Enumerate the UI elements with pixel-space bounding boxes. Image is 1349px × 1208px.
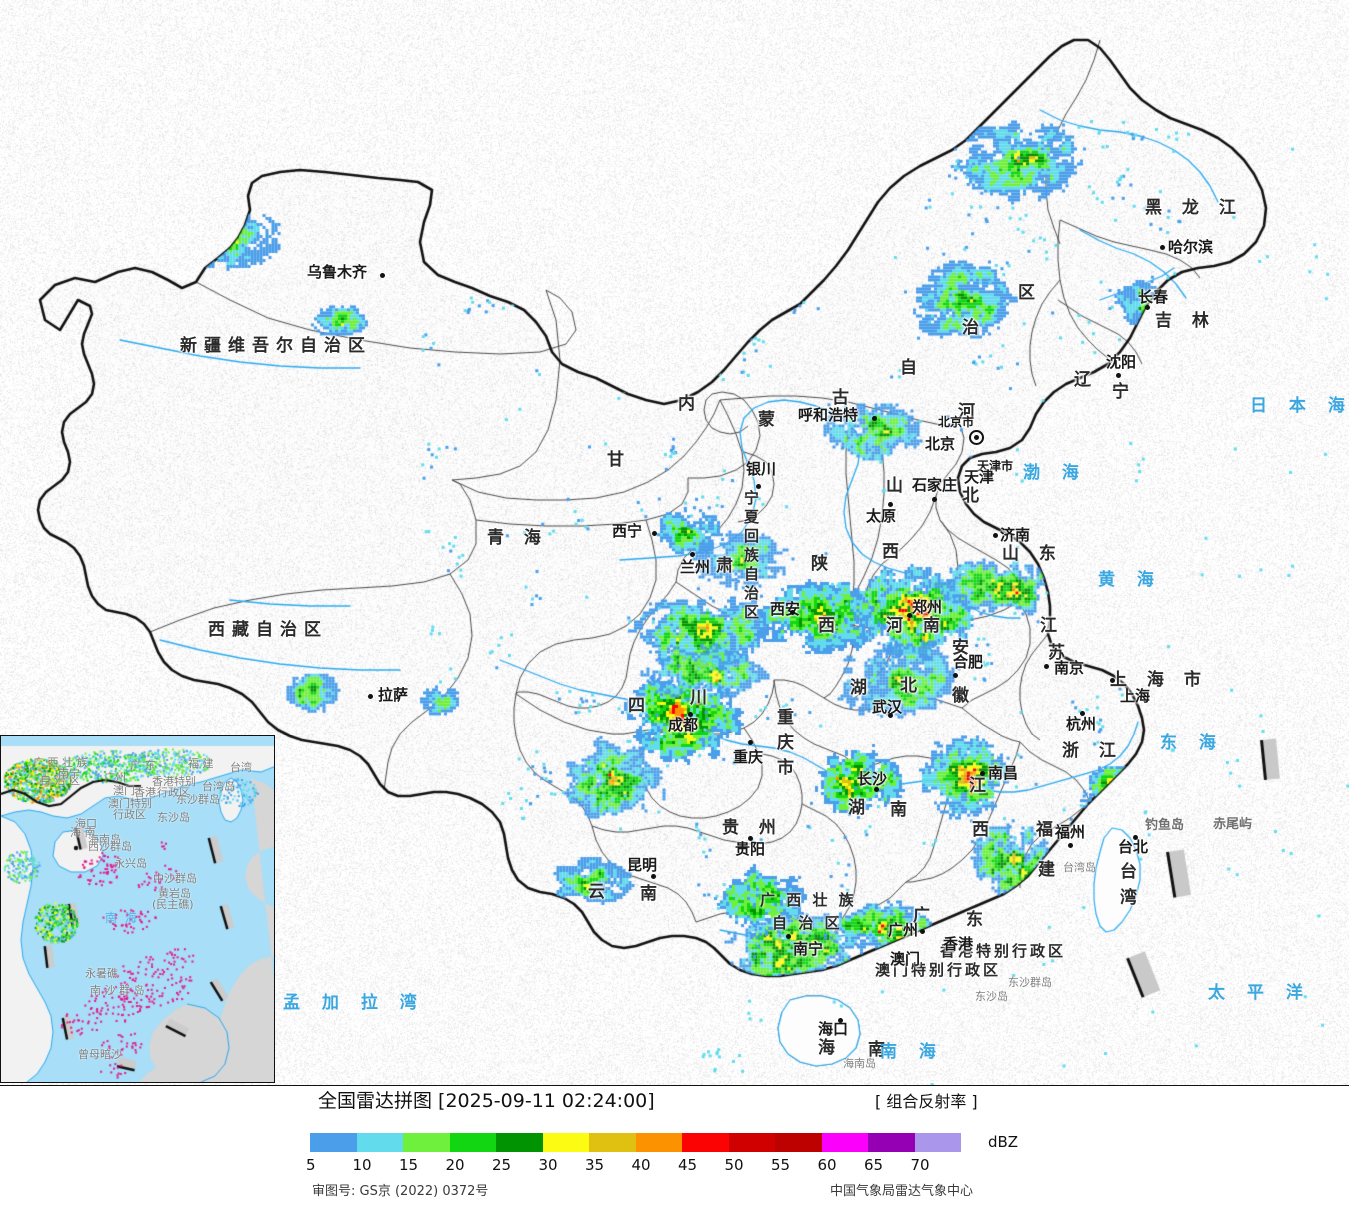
color-scale-cell-20 bbox=[450, 1133, 497, 1152]
city-marker-dot bbox=[874, 787, 879, 792]
city-marker-dot bbox=[1044, 664, 1049, 669]
city-marker-dot bbox=[1110, 678, 1115, 683]
city-marker-dot bbox=[790, 610, 795, 615]
city-marker-dot bbox=[1068, 843, 1073, 848]
city-marker-dot bbox=[920, 929, 925, 934]
color-scale-cell-45 bbox=[682, 1133, 729, 1152]
color-scale-cell-35 bbox=[589, 1133, 636, 1152]
color-scale-cell-65 bbox=[868, 1133, 915, 1152]
city-marker-dot bbox=[838, 1018, 843, 1023]
color-scale-cell-70 bbox=[915, 1133, 962, 1152]
city-marker-dot bbox=[993, 533, 998, 538]
radar-mosaic-page: 新疆维吾尔自治区 西藏自治区青 海甘肃内蒙古自治区黑 龙 江吉 林辽宁河北山西山 … bbox=[0, 0, 1349, 1208]
capital-marker-beijing bbox=[969, 430, 984, 445]
color-scale-tick-50: 50 bbox=[725, 1156, 744, 1174]
color-scale-tick-15: 15 bbox=[399, 1156, 418, 1174]
color-scale-cell-15 bbox=[403, 1133, 450, 1152]
map-approval-number: 审图号: GS京 (2022) 0372号 bbox=[312, 1180, 488, 1199]
color-scale-ticks: 5 10 15 20 25 30 35 40 45 50 55 60 65 70 bbox=[310, 1156, 1010, 1176]
inset-canvas bbox=[1, 736, 275, 1083]
city-marker-dot bbox=[888, 713, 893, 718]
color-scale-tick-65: 65 bbox=[864, 1156, 883, 1174]
city-marker-dot bbox=[651, 874, 656, 879]
city-marker-dot bbox=[748, 740, 753, 745]
city-marker-dot bbox=[690, 552, 695, 557]
city-marker-dot bbox=[688, 712, 693, 717]
city-marker-dot bbox=[907, 613, 912, 618]
city-marker-dot bbox=[1160, 245, 1165, 250]
map-area[interactable]: 新疆维吾尔自治区 西藏自治区青 海甘肃内蒙古自治区黑 龙 江吉 林辽宁河北山西山 … bbox=[0, 0, 1349, 1085]
color-scale-cell-30 bbox=[543, 1133, 590, 1152]
color-scale-tick-55: 55 bbox=[771, 1156, 790, 1174]
color-scale-cell-55 bbox=[775, 1133, 822, 1152]
color-scale-cell-10 bbox=[357, 1133, 404, 1152]
city-marker-dot bbox=[368, 694, 373, 699]
color-scale-cell-60 bbox=[822, 1133, 869, 1152]
city-marker-dot bbox=[980, 771, 985, 776]
color-scale-cell-40 bbox=[636, 1133, 683, 1152]
color-scale-cell-50 bbox=[729, 1133, 776, 1152]
color-scale-tick-40: 40 bbox=[632, 1156, 651, 1174]
city-marker-dot bbox=[756, 484, 761, 489]
city-marker-dot bbox=[1133, 835, 1138, 840]
color-scale-tick-10: 10 bbox=[353, 1156, 372, 1174]
color-scale-tick-35: 35 bbox=[585, 1156, 604, 1174]
city-marker-dot bbox=[652, 531, 657, 536]
city-marker-dot bbox=[888, 502, 893, 507]
color-scale-tick-60: 60 bbox=[818, 1156, 837, 1174]
product-title: [ 组合反射率 ] bbox=[875, 1088, 978, 1112]
color-scale-unit: dBZ bbox=[988, 1133, 1018, 1151]
city-marker-dot bbox=[1145, 305, 1150, 310]
color-scale-tick-5: 5 bbox=[306, 1156, 316, 1174]
city-marker-dot bbox=[872, 416, 877, 421]
city-marker-dot bbox=[932, 497, 937, 502]
city-marker-dot bbox=[748, 836, 753, 841]
color-scale-tick-20: 20 bbox=[446, 1156, 465, 1174]
city-marker-dot bbox=[1080, 711, 1085, 716]
color-scale-tick-25: 25 bbox=[492, 1156, 511, 1174]
city-marker-dot bbox=[1116, 373, 1121, 378]
color-scale-bar bbox=[310, 1133, 961, 1152]
city-marker-dot bbox=[786, 934, 791, 939]
color-scale-tick-45: 45 bbox=[678, 1156, 697, 1174]
color-scale-tick-30: 30 bbox=[539, 1156, 558, 1174]
color-scale-cell-5 bbox=[310, 1133, 357, 1152]
city-marker-dot bbox=[953, 673, 958, 678]
page-title: 全国雷达拼图 [2025-09-11 02:24:00] bbox=[318, 1086, 655, 1113]
south-china-sea-inset-map[interactable] bbox=[0, 735, 275, 1083]
city-marker-dot bbox=[380, 273, 385, 278]
color-scale-cell-25 bbox=[496, 1133, 543, 1152]
issuing-agency: 中国气象局雷达气象中心 bbox=[830, 1180, 973, 1199]
color-scale-tick-70: 70 bbox=[911, 1156, 930, 1174]
